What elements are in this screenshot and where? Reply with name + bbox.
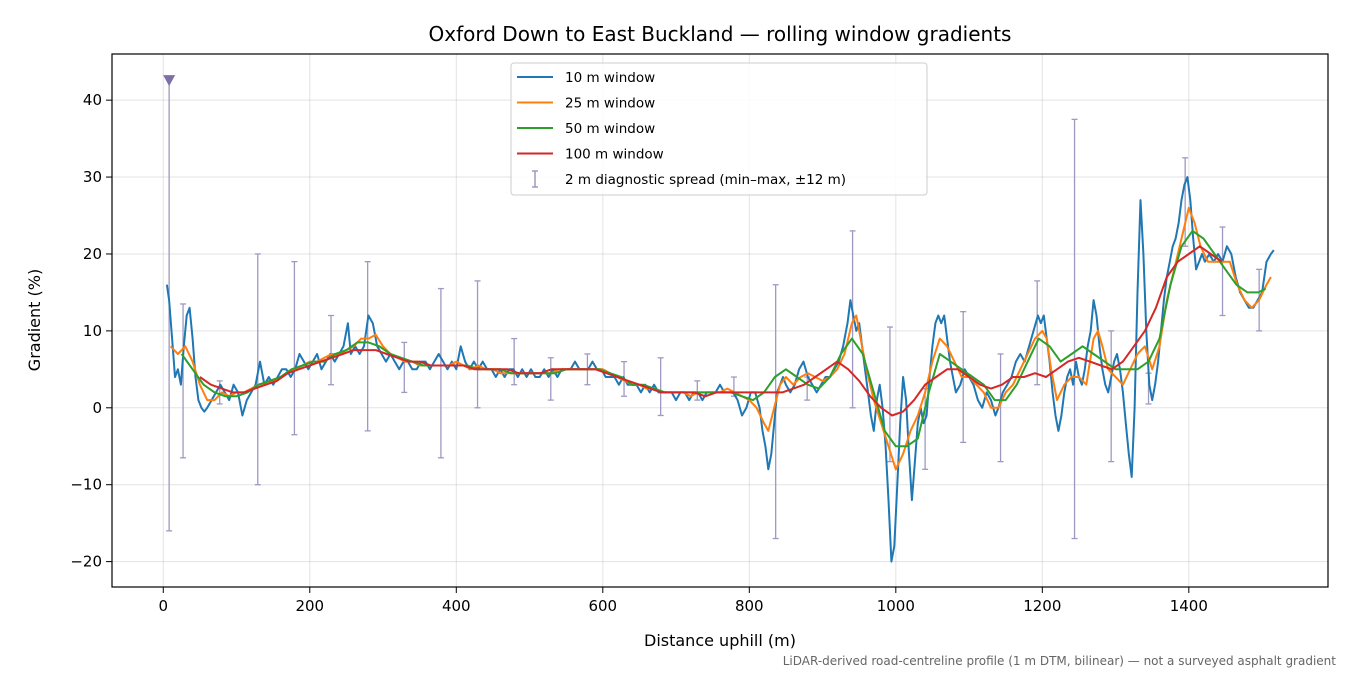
y-axis-label: Gradient (%) <box>25 269 44 371</box>
error-bar <box>1071 118 1078 540</box>
clipped-peak-marker <box>163 75 176 87</box>
y-tick-label: −10 <box>70 476 102 494</box>
legend-box <box>510 62 928 196</box>
x-tick-label: 800 <box>735 597 764 615</box>
x-tick-label: 600 <box>588 597 617 615</box>
footnote: LiDAR-derived road-centreline profile (1… <box>783 654 1337 668</box>
y-tick-label: 20 <box>83 245 102 263</box>
x-tick-label: 1200 <box>1023 597 1061 615</box>
legend-label: 25 m window <box>565 96 655 112</box>
error-bar <box>511 337 518 386</box>
x-tick-label: 0 <box>159 597 169 615</box>
x-tick-label: 400 <box>442 597 471 615</box>
legend-entry: 25 m window <box>517 96 655 112</box>
error-bar <box>401 341 408 394</box>
error-bar <box>1182 157 1189 247</box>
error-bar <box>364 261 371 432</box>
error-bar <box>328 314 335 386</box>
chart-title: Oxford Down to East Buckland — rolling w… <box>429 22 1012 46</box>
error-bar <box>180 303 187 459</box>
legend-label: 100 m window <box>565 147 664 163</box>
legend-label: 50 m window <box>565 121 655 137</box>
error-bar <box>849 230 856 409</box>
y-axis: −20 −10 0 10 20 30 40 <box>70 91 112 571</box>
y-tick-label: 10 <box>83 322 102 340</box>
x-axis-label: Distance uphill (m) <box>644 631 796 650</box>
legend-label: 2 m diagnostic spread (min–max, ±12 m) <box>565 172 846 188</box>
y-tick-label: 40 <box>83 91 102 109</box>
error-bar <box>1108 330 1115 463</box>
error-bar <box>547 357 554 401</box>
error-bar <box>437 287 444 459</box>
error-bar <box>1034 280 1041 386</box>
y-tick-label: −20 <box>70 553 102 571</box>
series-line <box>199 245 1223 417</box>
error-bar <box>997 353 1004 463</box>
plot-frame <box>111 53 1329 588</box>
y-tick-label: 30 <box>83 168 102 186</box>
series-lines <box>165 176 1275 563</box>
x-tick-label: 1000 <box>877 597 915 615</box>
legend-entry: 10 m window <box>517 70 655 86</box>
error-bar <box>694 380 701 401</box>
error-bar <box>1219 226 1226 317</box>
legend-entry: 50 m window <box>517 121 655 137</box>
legend-entry: 100 m window <box>517 147 664 163</box>
y-tick-label: 0 <box>92 399 102 417</box>
legend-entry: 2 m diagnostic spread (min–max, ±12 m) <box>532 170 846 188</box>
error-bars <box>166 76 1263 540</box>
peak-marker <box>163 75 176 87</box>
error-bar <box>474 280 481 409</box>
x-axis: 0 200 400 600 800 1000 1200 1400 <box>159 587 1208 615</box>
x-tick-label: 200 <box>295 597 324 615</box>
error-bar <box>291 261 298 436</box>
legend: 10 m window 25 m window 50 m window 100 m w… <box>510 62 928 196</box>
error-bar <box>657 357 664 417</box>
x-tick-label: 1400 <box>1170 597 1208 615</box>
legend-label: 10 m window <box>565 70 655 86</box>
